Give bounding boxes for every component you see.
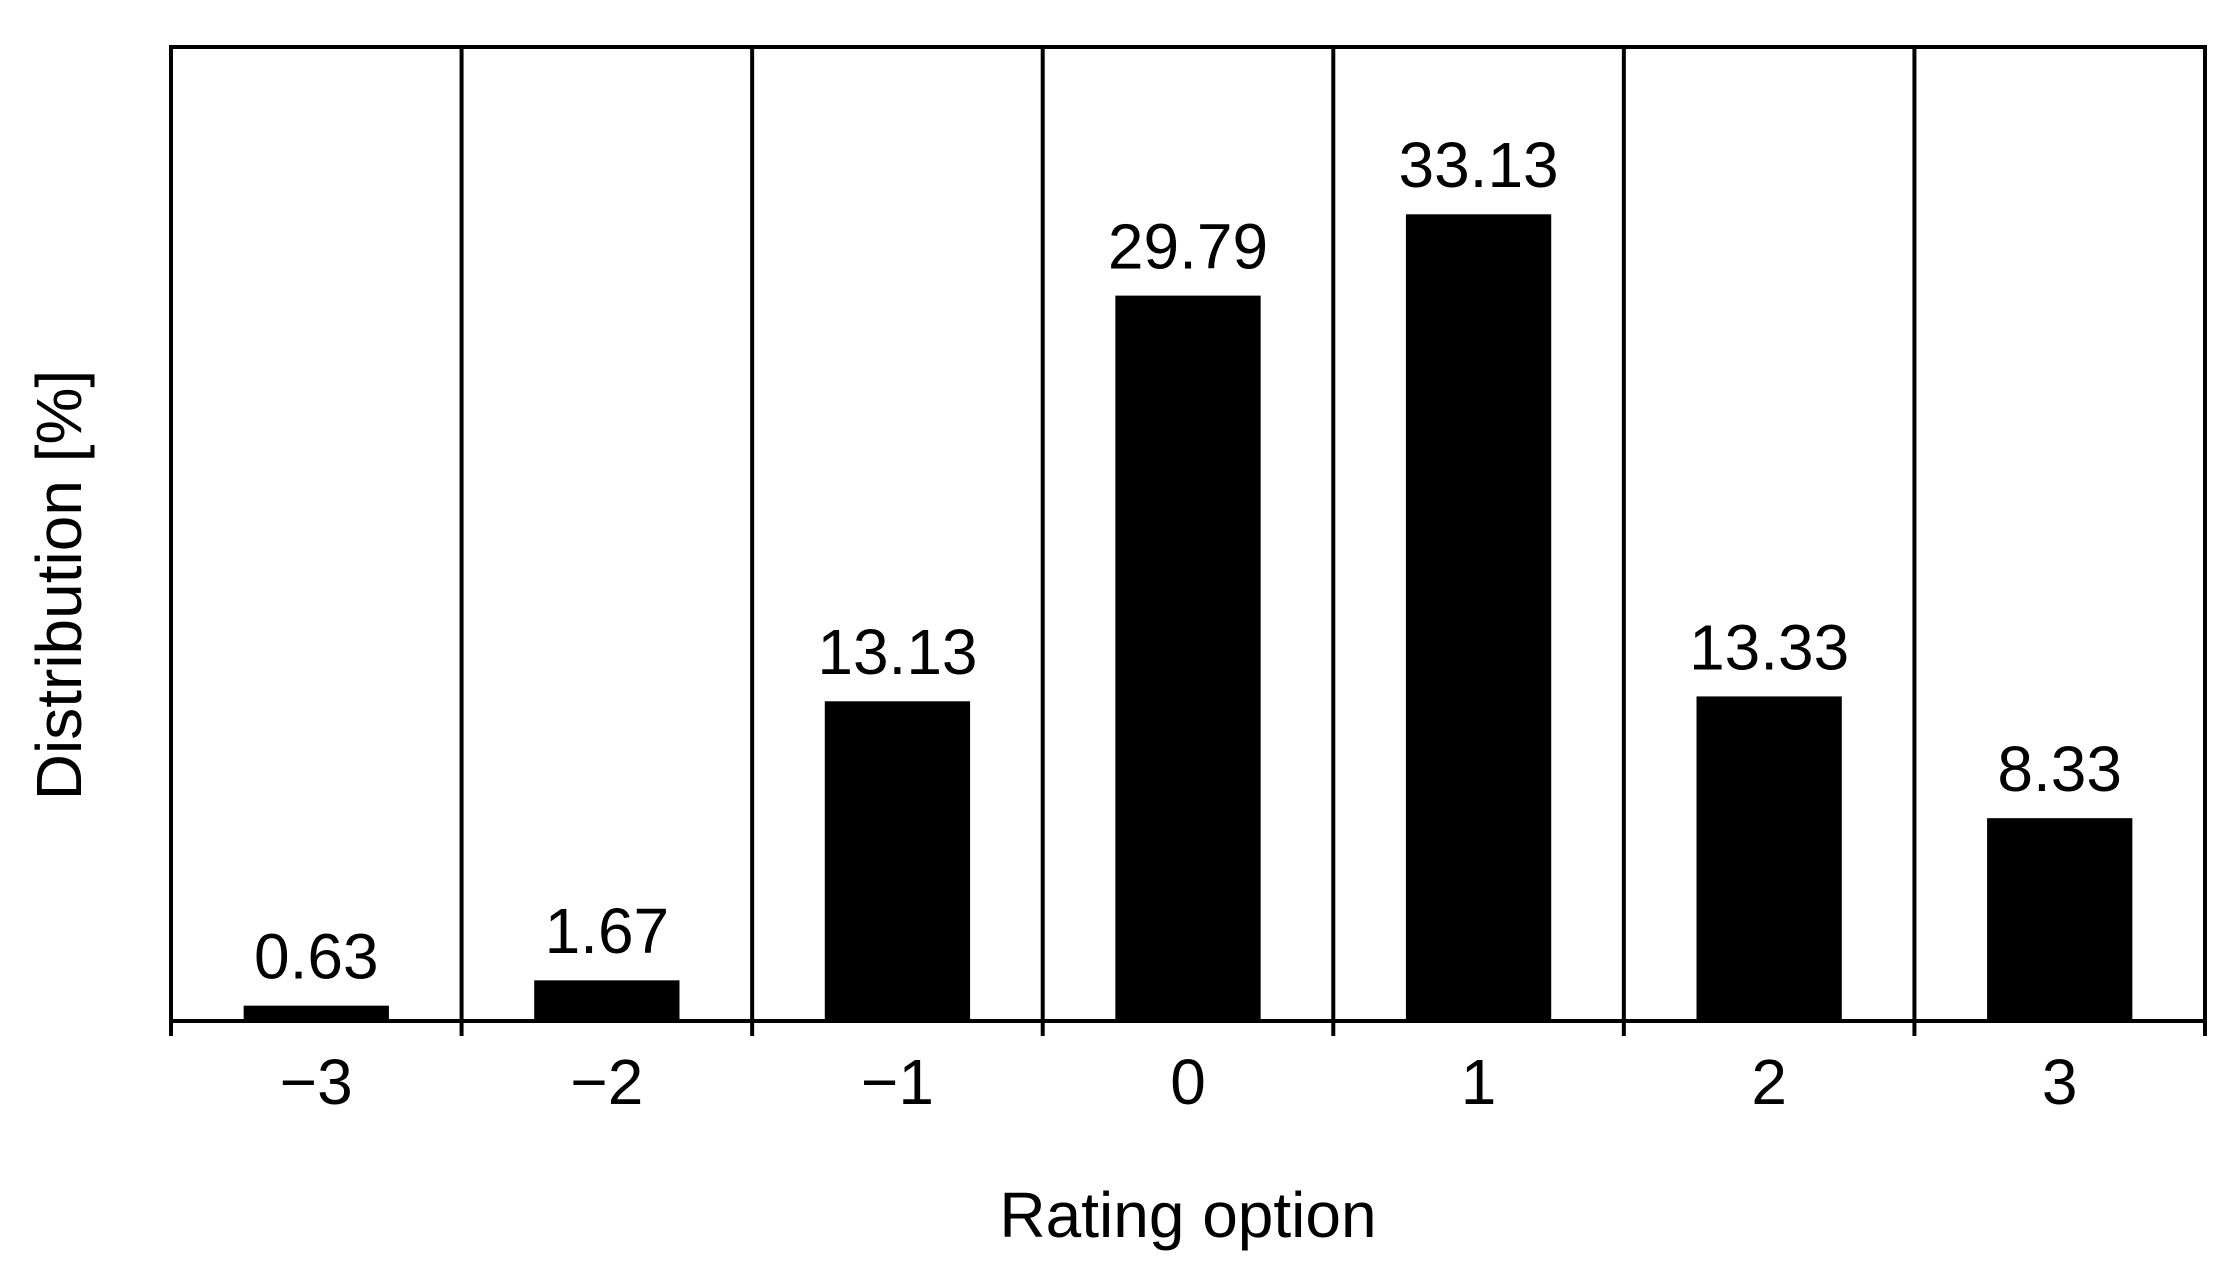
x-tick-label: −2 <box>570 1046 643 1118</box>
bar <box>243 1005 389 1021</box>
bar <box>1405 214 1552 1022</box>
bar <box>824 701 971 1021</box>
bar <box>534 980 680 1021</box>
value-label: 33.13 <box>1398 129 1558 201</box>
value-label: 1.67 <box>545 895 670 967</box>
bar <box>1696 696 1842 1021</box>
x-axis-label: Rating option <box>999 1179 1376 1251</box>
value-label: 13.13 <box>817 616 977 688</box>
value-label: 8.33 <box>1997 733 2122 805</box>
bar <box>1987 818 2133 1021</box>
x-tick-label: 1 <box>1461 1046 1497 1118</box>
bar <box>1115 295 1261 1021</box>
x-tick-label: 3 <box>2042 1046 2078 1118</box>
y-axis-label: Distribution [%] <box>23 370 95 800</box>
x-tick-label: 2 <box>1751 1046 1787 1118</box>
value-label: 0.63 <box>254 921 379 993</box>
value-label: 29.79 <box>1108 211 1268 283</box>
x-tick-label: −1 <box>861 1046 934 1118</box>
value-label: 13.33 <box>1689 611 1849 683</box>
x-tick-label: 0 <box>1170 1046 1206 1118</box>
x-tick-label: −3 <box>280 1046 353 1118</box>
